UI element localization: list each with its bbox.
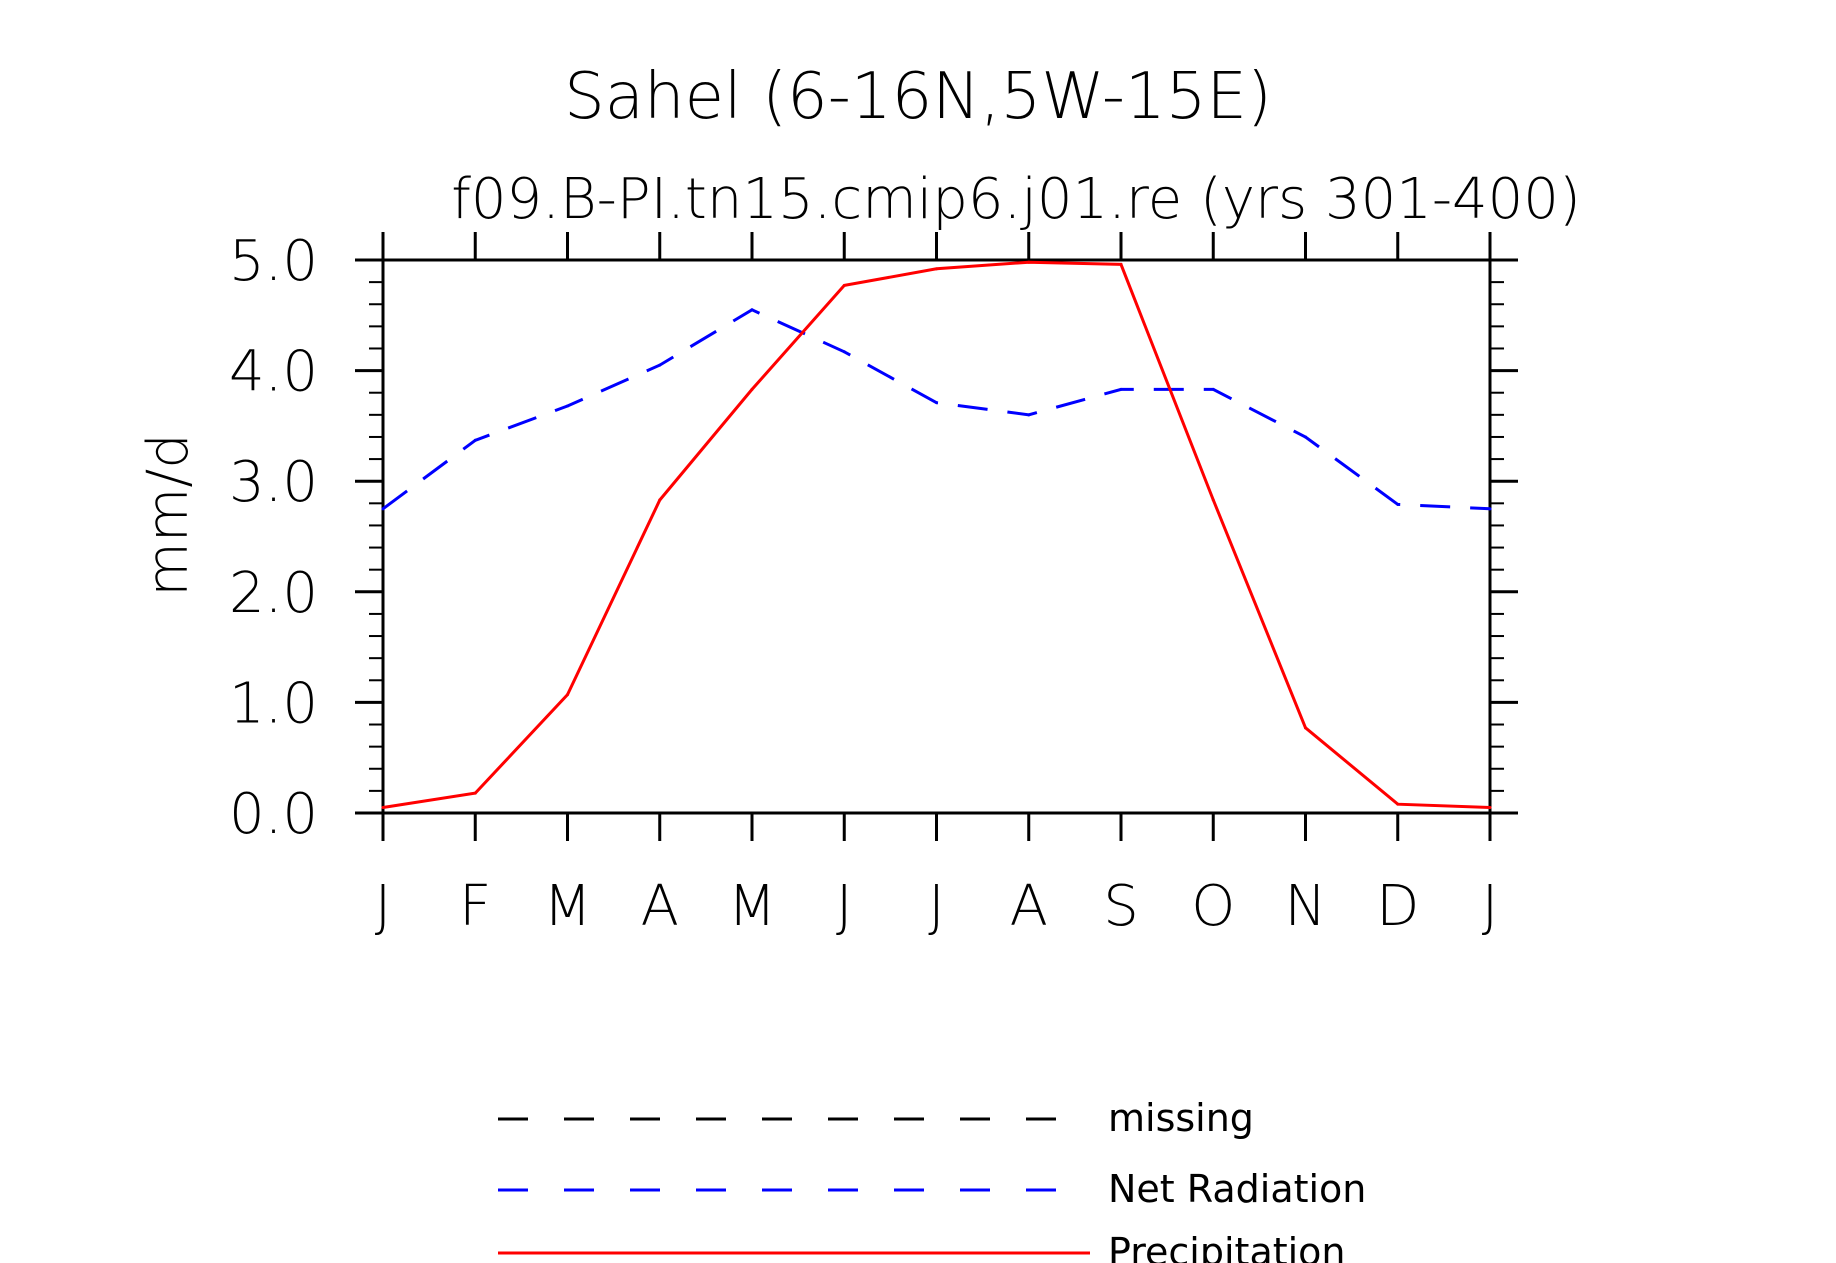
chart-title: Sahel (6-16N,5W-15E) [564,60,1272,134]
series-point [1488,805,1492,809]
x-tick-label: M [728,874,776,939]
series-point [1304,726,1307,730]
series-point [1211,498,1215,502]
y-tick-label: 3.0 [229,450,318,515]
tick-labels: J F M A M J J A S O N D J0.01.02.03.04.05.0 [229,229,1498,939]
series-point [1027,260,1031,264]
y-axis-label: mm/d [136,433,201,597]
y-tick-label: 1.0 [229,671,318,736]
x-tick-label: A [641,874,679,939]
series-point [658,498,662,502]
chart-subtitle: f09.B-PI.tn15.cmip6.j01.re (yrs 301-400) [451,167,1581,232]
x-tick-label: F [459,874,491,939]
series-point [658,363,662,367]
series-point [935,401,938,405]
legend-label: Precipitation [1108,1230,1346,1263]
y-tick-label: 4.0 [229,340,318,405]
y-tick-label: 5.0 [229,229,318,294]
series-point [473,791,477,795]
x-tick-label: J [1482,874,1499,939]
series-point [1488,507,1492,511]
series-point [1304,435,1307,439]
series-point [381,507,385,511]
series-point [566,693,569,697]
series-line-precipitation [382,260,1491,809]
series-point [1396,802,1400,806]
x-tick-label: N [1285,874,1327,939]
x-tick-label: J [836,874,853,939]
series-point [842,283,846,287]
series-group [381,260,1492,809]
series-point [750,308,754,312]
series-point [1211,387,1215,391]
series-point [1396,502,1400,506]
series-point [566,404,569,408]
legend: missing Net Radiation Precipitation [498,1096,1366,1263]
series-point [1027,413,1031,417]
series-point [1119,387,1123,391]
x-tick-label: J [375,874,392,939]
x-tick-label: O [1191,874,1235,939]
x-tick-label: A [1010,874,1048,939]
plot-frame [355,232,1518,841]
series-point [1119,262,1123,266]
series-point [750,387,754,391]
series-point [842,350,846,354]
plot-border [381,258,1492,815]
x-tick-label: J [928,874,945,939]
y-tick-label: 0.0 [229,782,318,847]
y-tick-label: 2.0 [229,561,318,626]
legend-label: Net Radiation [1108,1167,1366,1211]
series-point [935,267,938,271]
legend-label: missing [1108,1096,1254,1140]
x-tick-label: S [1103,874,1139,939]
x-tick-label: D [1376,874,1419,939]
x-tick-label: M [543,874,591,939]
series-line-net-radiation [382,308,1491,511]
series-point [473,438,477,442]
series-point [381,805,385,809]
